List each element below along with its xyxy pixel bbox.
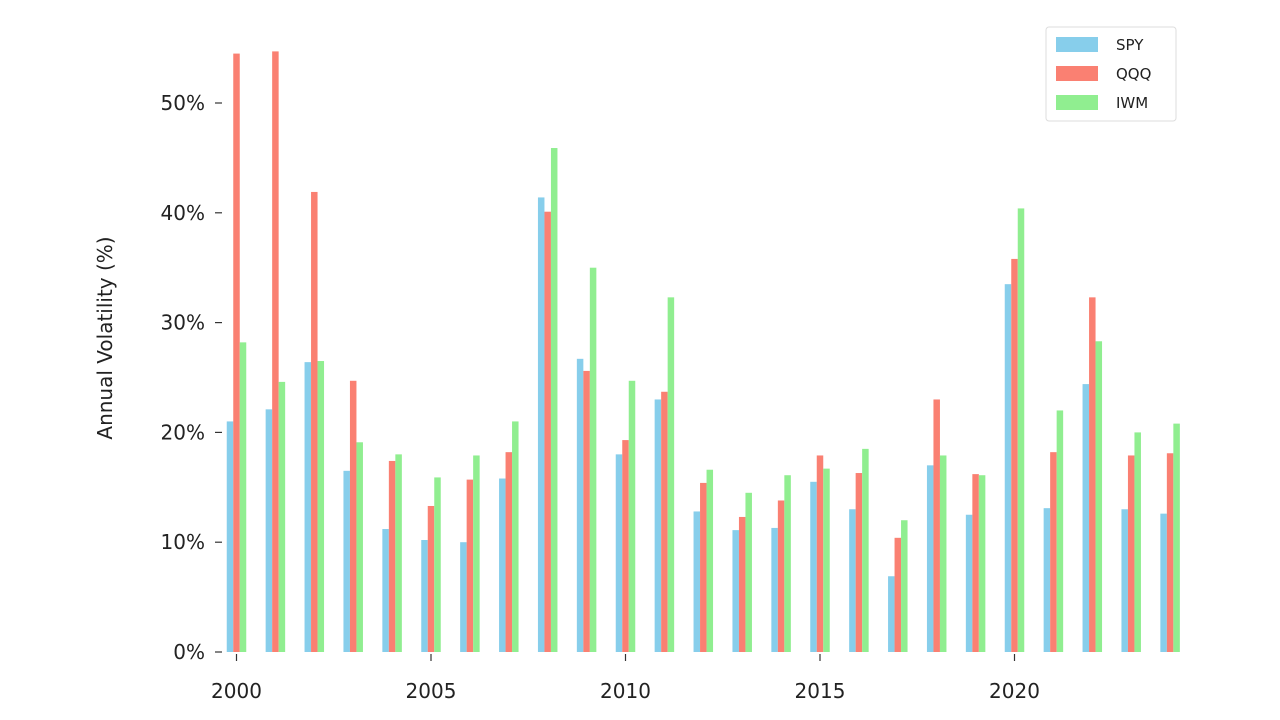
bar-iwm-2004: [395, 454, 402, 652]
x-axis: 2000 2005 2010 2015 2020: [211, 654, 1040, 703]
bar-iwm-2010: [628, 380, 636, 652]
bar-qqq-2004: [388, 460, 396, 652]
x-tick-label: 2000: [211, 679, 262, 703]
legend-swatch-iwm: [1056, 95, 1098, 110]
bar-qqq-2003: [349, 380, 357, 652]
bar-spy-2002: [304, 362, 312, 652]
bar-qqq-2013: [738, 516, 746, 652]
bar-qqq-2015: [816, 455, 824, 652]
bar-spy-2020: [1004, 284, 1012, 652]
bar-spy-2001: [265, 409, 273, 652]
bar-spy-2000: [226, 421, 234, 652]
bar-qqq-2024: [1166, 453, 1174, 652]
bar-qqq-2017: [894, 537, 902, 652]
y-tick-label: 10%: [161, 530, 205, 554]
bar-iwm-2003: [356, 442, 363, 652]
bar-iwm-2011: [667, 297, 675, 652]
bar-iwm-2014: [784, 475, 791, 652]
bar-iwm-2013: [745, 492, 752, 652]
bar-qqq-2006: [466, 479, 474, 652]
legend: SPY QQQ IWM: [1045, 26, 1177, 122]
bar-iwm-2021: [1056, 410, 1064, 652]
bar-spy-2019: [965, 514, 973, 652]
bar-spy-2007: [499, 478, 506, 652]
bar-iwm-2006: [473, 455, 480, 652]
legend-label-iwm: IWM: [1116, 94, 1148, 112]
bar-qqq-2009: [583, 370, 590, 652]
bar-spy-2003: [343, 470, 350, 652]
y-tick-label: 50%: [161, 91, 205, 115]
bar-spy-2021: [1043, 508, 1051, 652]
bar-spy-2013: [732, 530, 739, 652]
y-tick-label: 40%: [161, 201, 205, 225]
bar-qqq-2005: [427, 505, 435, 652]
bar-spy-2012: [693, 511, 701, 652]
bar-spy-2016: [849, 509, 856, 652]
bar-iwm-2002: [317, 361, 325, 652]
x-tick-label: 2020: [989, 679, 1040, 703]
bar-qqq-2018: [933, 399, 940, 652]
legend-label-spy: SPY: [1116, 36, 1144, 54]
bar-spy-2014: [771, 527, 778, 652]
bar-qqq-2007: [505, 452, 513, 652]
bar-iwm-2007: [512, 421, 519, 652]
bar-qqq-2001: [272, 51, 279, 652]
y-tick-label: 20%: [161, 420, 205, 444]
bar-iwm-2020: [1017, 208, 1025, 652]
bar-qqq-2012: [700, 482, 707, 652]
bar-iwm-2019: [978, 475, 986, 652]
bar-qqq-2021: [1050, 452, 1057, 652]
legend-swatch-spy: [1056, 37, 1098, 52]
bar-spy-2024: [1160, 513, 1167, 652]
bar-spy-2005: [421, 540, 428, 652]
bar-iwm-2012: [706, 469, 714, 652]
bar-spy-2023: [1121, 509, 1128, 652]
x-tick-label: 2005: [406, 679, 457, 703]
bar-spy-2011: [654, 399, 662, 652]
bar-qqq-2008: [544, 211, 551, 652]
bar-qqq-2000: [233, 53, 240, 652]
bar-qqq-2022: [1089, 297, 1096, 652]
bar-spy-2018: [926, 465, 934, 652]
bar-iwm-2005: [434, 477, 441, 652]
bar-iwm-2023: [1134, 432, 1141, 652]
bar-spy-2010: [615, 454, 623, 652]
bars-group: [226, 51, 1180, 652]
bar-iwm-2000: [239, 342, 247, 652]
bar-iwm-2008: [550, 148, 558, 652]
bar-iwm-2017: [901, 520, 908, 652]
bar-iwm-2022: [1095, 341, 1103, 652]
bar-spy-2015: [810, 481, 817, 652]
legend-swatch-qqq: [1056, 66, 1098, 81]
bar-qqq-2019: [972, 474, 979, 652]
bar-qqq-2002: [311, 191, 318, 652]
bar-spy-2017: [888, 576, 895, 652]
bar-iwm-2001: [278, 381, 286, 652]
bar-spy-2008: [537, 197, 545, 652]
bar-spy-2022: [1082, 384, 1090, 652]
bar-iwm-2016: [862, 448, 869, 652]
bar-qqq-2023: [1127, 455, 1135, 652]
legend-label-qqq: QQQ: [1116, 65, 1151, 83]
bar-qqq-2011: [661, 391, 668, 652]
x-tick-label: 2010: [600, 679, 651, 703]
y-axis-label: Annual Volatility (%): [93, 236, 117, 439]
y-tick-label: 30%: [161, 311, 205, 335]
bar-qqq-2016: [855, 473, 863, 652]
bar-spy-2006: [460, 542, 467, 652]
y-axis: 0% 10% 20% 30% 40% 50%: [161, 91, 222, 664]
bar-iwm-2015: [823, 468, 830, 652]
bar-qqq-2010: [622, 440, 629, 652]
bar-qqq-2014: [777, 500, 785, 652]
bar-iwm-2018: [939, 455, 947, 652]
bar-qqq-2020: [1011, 258, 1018, 652]
bar-spy-2004: [382, 529, 389, 652]
y-tick-label: 0%: [173, 640, 205, 664]
bar-iwm-2009: [589, 267, 597, 652]
bar-spy-2009: [576, 358, 584, 652]
x-tick-label: 2015: [795, 679, 846, 703]
bar-iwm-2024: [1173, 423, 1180, 652]
